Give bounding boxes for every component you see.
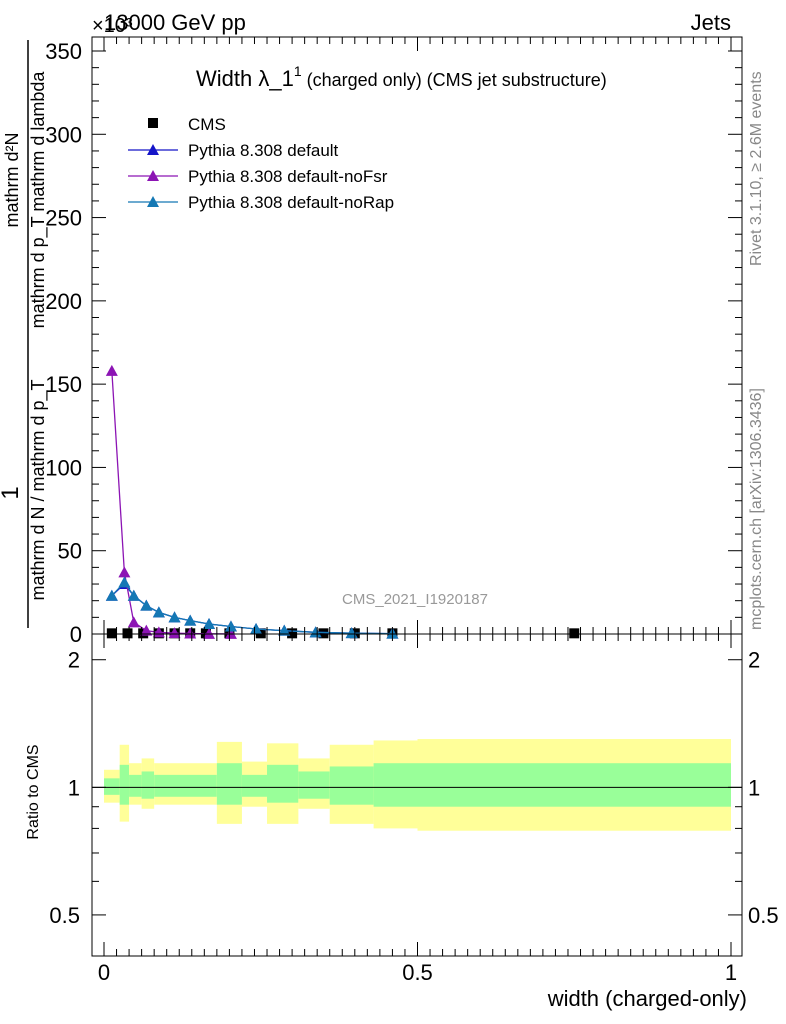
- series-marker: [105, 589, 118, 601]
- legend-item-cms: CMS: [148, 115, 226, 134]
- main-ticks: 0 50 100 150 200 250 300 350: [45, 39, 742, 647]
- y-tick-label: 250: [45, 206, 82, 231]
- y-tick-label: 200: [45, 289, 82, 314]
- cms-point: [569, 628, 580, 639]
- title-sup: 1: [294, 63, 302, 79]
- ratio-band-inner: [329, 766, 374, 805]
- main-plot: 0 50 100 150 200 250 300 350 CMS_2021_I1920187: [45, 36, 743, 647]
- series-marker: [250, 623, 263, 635]
- main-ylabel: 1 mathrm d N / mathrm d p_T mathrm d²N m…: [0, 40, 49, 628]
- jets-label: Jets: [691, 10, 731, 35]
- y-tick-label: 300: [45, 122, 82, 147]
- legend-marker-cms: [148, 118, 158, 128]
- ratio-tick-label-right: 1: [748, 775, 760, 800]
- ratio-band-inner: [129, 774, 142, 797]
- x-tick-label: 0.5: [402, 960, 433, 985]
- series-line: [111, 370, 231, 635]
- ratio-tick-label-right: 2: [748, 648, 760, 673]
- ratio-tick-label-right: 0.5: [748, 903, 779, 928]
- ratio-tick-label-left: 2: [68, 648, 80, 673]
- legend-marker-nofsr: [147, 170, 159, 181]
- beam-label: 13000 GeV pp: [104, 10, 246, 35]
- series-marker: [184, 627, 197, 639]
- y-tick-label: 100: [45, 455, 82, 480]
- series-marker: [152, 626, 165, 638]
- ratio-band-inner: [104, 778, 120, 795]
- ratio-ticks: 0.5 0.5 1 1 2 2: [49, 648, 778, 928]
- legend-item-norap: Pythia 8.308 default-noRap: [128, 193, 394, 212]
- ratio-band-inner: [298, 771, 330, 799]
- ratio-ylabel: Ratio to CMS: [25, 744, 42, 839]
- series-marker: [127, 616, 140, 628]
- legend: CMS Pythia 8.308 default Pythia 8.308 de…: [128, 115, 394, 212]
- rivet-label: Rivet 3.1.10, ≥ 2.6M events: [748, 71, 765, 266]
- ratio-band-inner: [119, 764, 130, 805]
- y-tick-label: 150: [45, 372, 82, 397]
- ratio-band-inner: [373, 763, 418, 807]
- legend-item-nofsr: Pythia 8.308 default-noFsr: [128, 167, 388, 186]
- watermark: CMS_2021_I1920187: [342, 591, 488, 608]
- ratio-band-inner: [154, 774, 217, 797]
- y-tick-label: 50: [58, 539, 82, 564]
- mcplots-label: mcplots.cern.ch [arXiv:1306.3436]: [748, 388, 765, 630]
- cms-point: [106, 628, 117, 639]
- series-marker: [224, 620, 237, 632]
- x-axis-label: width (charged-only): [547, 986, 747, 1011]
- x-tick-label: 0: [98, 960, 110, 985]
- exponent-label: ×10³: [92, 15, 133, 37]
- series-marker: [118, 566, 131, 578]
- series-marker: [118, 576, 131, 588]
- cms-point: [122, 628, 133, 639]
- svg-text:Width λ_11 (charged only) (CMS: Width λ_11 (charged only) (CMS jet subst…: [196, 63, 607, 91]
- series-marker: [224, 627, 237, 639]
- legend-marker-norap: [147, 196, 159, 207]
- ratio-bands: [104, 739, 731, 831]
- series-marker: [168, 627, 181, 639]
- ylabel-one: 1: [0, 486, 24, 499]
- title-sub: (charged only) (CMS jet substructure): [302, 70, 607, 90]
- series-marker: [184, 614, 197, 626]
- ratio-plot: 0.5 0.5 1 1 2 2 Ratio to CMS: [25, 633, 779, 957]
- ratio-tick-label-left: 1: [68, 775, 80, 800]
- ylabel-denominator: mathrm d p_T mathrm d lambda: [28, 71, 49, 329]
- series-marker: [309, 626, 322, 638]
- series-marker: [168, 611, 181, 623]
- x-axis: 0 0.5 1: [98, 37, 737, 985]
- series-marker: [105, 364, 118, 376]
- series-marker: [140, 624, 153, 636]
- legend-label-default: Pythia 8.308 default: [188, 141, 339, 160]
- ratio-band-inner: [417, 763, 731, 807]
- series-marker: [152, 606, 165, 618]
- series-marker: [278, 624, 291, 636]
- y-tick-label: 350: [45, 39, 82, 64]
- series-marker: [127, 589, 140, 601]
- cms-point: [318, 628, 329, 639]
- series-marker: [203, 627, 216, 639]
- ratio-band-inner: [141, 771, 155, 799]
- legend-label-cms: CMS: [188, 115, 226, 134]
- ratio-band-inner: [267, 764, 299, 803]
- series-marker: [203, 618, 216, 630]
- x-tick-label: 1: [725, 960, 737, 985]
- y-tick-label: 0: [70, 622, 82, 647]
- ratio-tick-label-left: 0.5: [49, 903, 80, 928]
- legend-marker-default: [147, 144, 159, 155]
- legend-label-nofsr: Pythia 8.308 default-noFsr: [188, 167, 388, 186]
- legend-label-norap: Pythia 8.308 default-noRap: [188, 193, 394, 212]
- ratio-band-inner: [241, 774, 268, 797]
- ylabel-prefix-den: mathrm d N / mathrm d p_T: [28, 379, 49, 600]
- ratio-band-inner: [216, 763, 242, 805]
- legend-item-default: Pythia 8.308 default: [128, 141, 339, 160]
- series-marker: [140, 599, 153, 611]
- ylabel-numerator: mathrm d²N: [2, 132, 22, 227]
- title-main: Width λ_1: [196, 66, 294, 91]
- plot-title: Width λ_11 (charged only) (CMS jet subst…: [196, 63, 607, 91]
